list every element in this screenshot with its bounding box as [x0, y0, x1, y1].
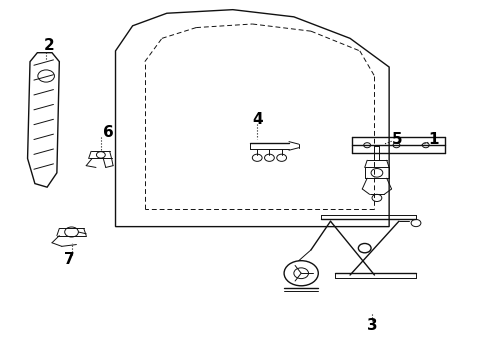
- Text: 1: 1: [428, 132, 439, 147]
- Text: 3: 3: [367, 318, 377, 333]
- Text: 4: 4: [252, 112, 263, 127]
- Text: 6: 6: [103, 125, 114, 140]
- Text: 7: 7: [64, 252, 74, 267]
- Text: 2: 2: [44, 38, 55, 53]
- Text: 5: 5: [392, 132, 403, 147]
